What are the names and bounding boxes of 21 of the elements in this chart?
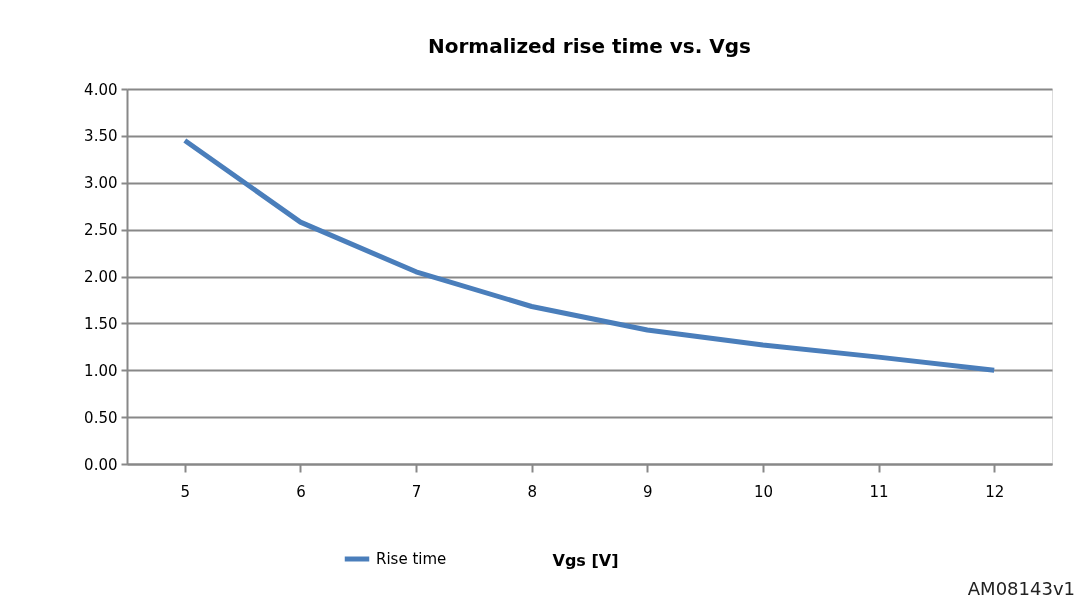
text: AM08143v1 — [967, 578, 1075, 599]
y-tick-label: 3.00 — [84, 174, 118, 193]
y-tick-label: 1.00 — [84, 361, 118, 380]
y-tick-label: 0.00 — [84, 455, 118, 474]
y-tick-label: 3.50 — [84, 127, 118, 146]
x-tick-label: 9 — [643, 482, 653, 501]
x-axis-title: Vgs [V] — [552, 550, 619, 570]
y-tick-label: 2.50 — [84, 221, 118, 240]
x-tick-label: 12 — [985, 482, 1005, 501]
x-tick-label: 11 — [869, 482, 889, 501]
y-tick-label: 4.00 — [84, 80, 118, 99]
y-tick-label: 1.50 — [84, 314, 118, 333]
legend-label: Rise time — [376, 550, 447, 568]
x-tick-label: 5 — [180, 482, 191, 501]
y-tick-label: 0.50 — [84, 408, 118, 427]
x-tick-label: 6 — [296, 482, 306, 501]
y-tick-label: 2.00 — [84, 268, 118, 286]
chart-title: Normalized rise time vs. Vgs — [427, 34, 752, 58]
x-tick-label: 7 — [411, 482, 422, 501]
x-tick-label: 8 — [527, 482, 537, 501]
x-tick-label: 10 — [753, 482, 773, 501]
